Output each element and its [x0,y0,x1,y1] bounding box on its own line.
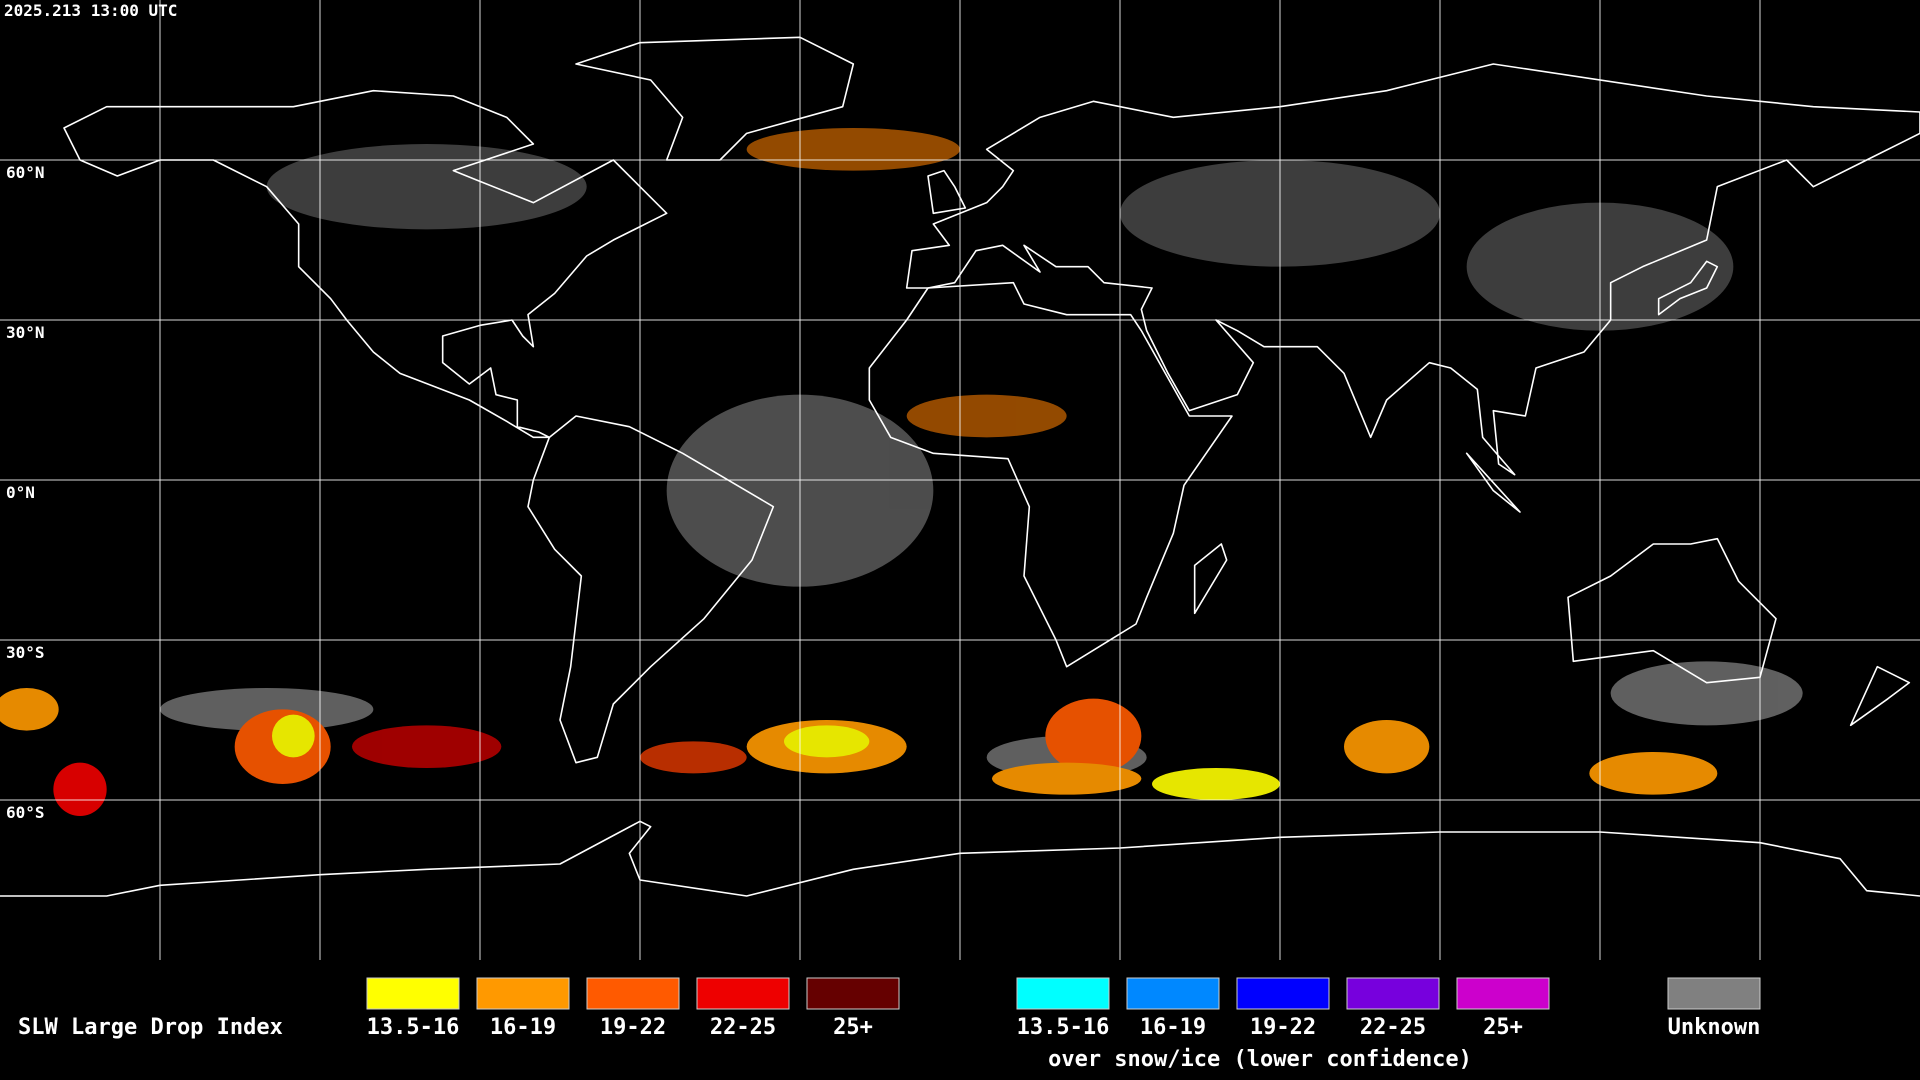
legend-label: 25+ [833,1015,873,1040]
legend-swatch [1456,977,1550,1010]
latitude-label: 30°N [6,323,45,342]
legend-swatch [806,977,900,1010]
legend-swatch [1016,977,1110,1010]
legend-swatch [1126,977,1220,1010]
latitude-labels: 60°N 30°N 0°N 30°S 60°S [6,163,45,822]
latitude-label: 30°S [6,643,45,662]
legend-label: 16-19 [1140,1015,1206,1040]
snow-caption: over snow/ice (lower confidence) [1048,1047,1472,1072]
legend-swatch [586,977,680,1010]
legend-label: 13.5-16 [367,1015,460,1040]
legend-swatch [1667,977,1761,1010]
legend-swatch [1236,977,1330,1010]
legend-label: Unknown [1668,1015,1761,1040]
legend-label: 13.5-16 [1017,1015,1110,1040]
legend-label: 22-25 [710,1015,776,1040]
legend-label: 19-22 [600,1015,666,1040]
legend-swatch [696,977,790,1010]
legend-swatch [1346,977,1440,1010]
graticule [0,0,1920,960]
latitude-label: 60°S [6,803,45,822]
legend-label: 16-19 [490,1015,556,1040]
legend-title: SLW Large Drop Index [18,1015,283,1040]
legend-swatch [366,977,460,1010]
legend-swatch [476,977,570,1010]
legend: 13.5-16 16-19 19-22 22-25 25+ 13.5-16 16-19 19-… [366,977,1761,1040]
cloud-field [0,128,1803,816]
timestamp: 2025.213 13:00 UTC [4,1,177,20]
latitude-label: 0°N [6,483,35,502]
legend-panel [0,960,1920,1080]
legend-label: 22-25 [1360,1015,1426,1040]
legend-label: 25+ [1483,1015,1523,1040]
map-layer [0,37,1920,896]
latitude-label: 60°N [6,163,45,182]
legend-label: 19-22 [1250,1015,1316,1040]
